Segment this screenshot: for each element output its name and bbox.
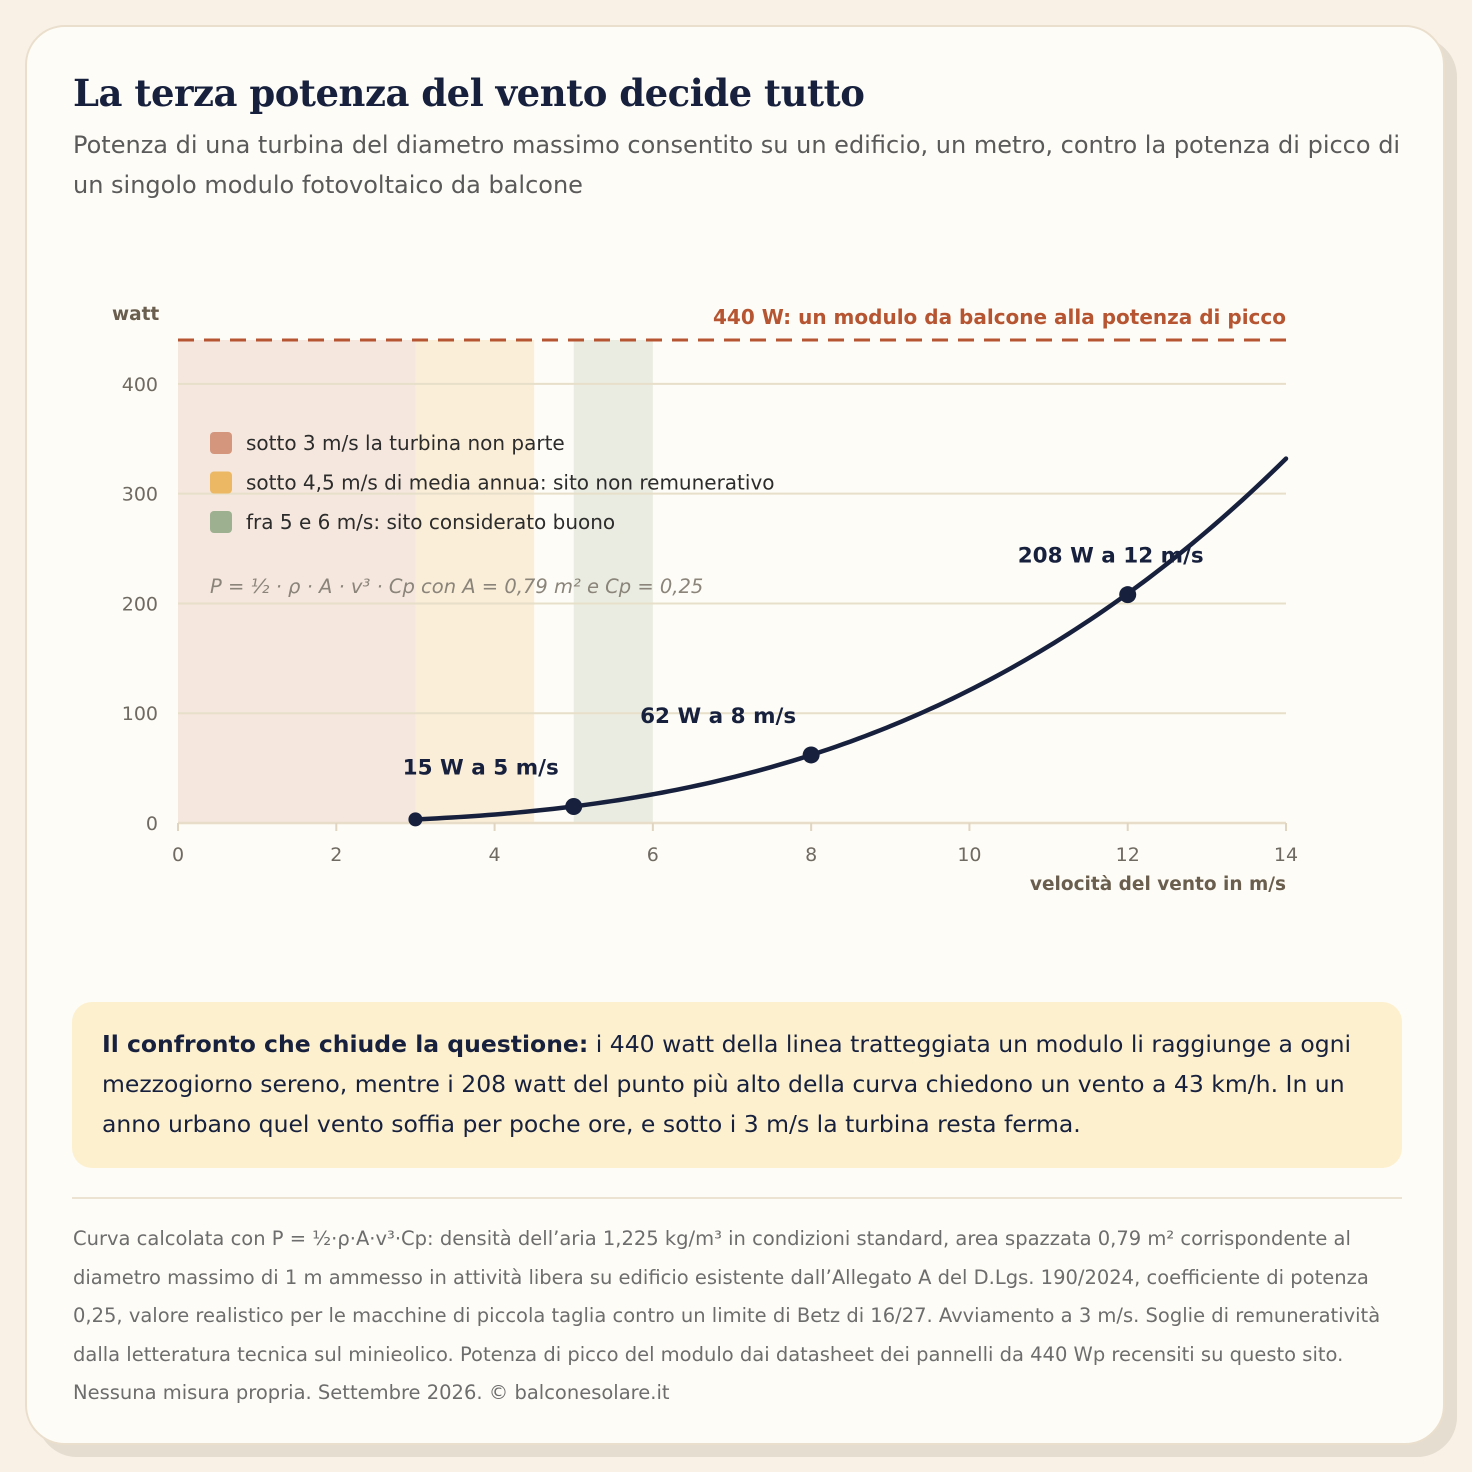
chart-card: La terza potenza del vento decide tutto … [25,25,1445,1445]
x-tick-label-6: 12 [1116,844,1140,866]
x-tick-label-0: 0 [172,844,184,866]
band-0 [178,340,416,823]
legend-swatch-2 [210,511,232,533]
data-label-2: 62 W a 8 m/s [640,704,796,729]
legend-label-2: fra 5 e 6 m/s: sito considerato buono [246,510,615,534]
y-tick-label-3: 300 [122,484,158,506]
data-point-1 [565,798,583,816]
data-point-0 [408,812,423,827]
data-label-1: 15 W a 5 m/s [403,756,559,781]
legend-swatch-0 [210,432,232,454]
legend-label-1: sotto 4,5 m/s di media annua: sito non r… [246,471,775,495]
y-tick-label-4: 400 [122,374,158,396]
y-tick-label-1: 100 [122,703,158,725]
band-1 [415,340,535,823]
callout-text: i 440 watt della linea tratteggiata un m… [102,1030,1352,1138]
x-tick-label-2: 4 [489,844,501,866]
x-tick-label-3: 6 [647,844,659,866]
data-point-3 [1119,586,1137,604]
divider [72,1197,1402,1199]
wind-power-chart: 0 2 4 6 8 10 12 14 0 100 200 300 400 watt velocità del… [112,304,1298,895]
comparison-callout: Il confronto che chiude la questione: i … [72,1002,1402,1168]
legend-label-0: sotto 3 m/s la turbina non parte [246,431,565,455]
y-tick-label-2: 200 [122,593,158,615]
x-tick-label-7: 14 [1274,844,1298,866]
power-curve [413,456,1289,822]
methodology-note: Curva calcolata con P = ½·ρ·A·v³·Cp: den… [73,1227,1381,1404]
y-axis-label: watt [112,304,159,325]
formula-annotation: P = ½ · ρ · A · v³ · Cp con A = 0,79 m² … [210,575,703,598]
chart-subtitle: Potenza di una turbina del diametro mass… [73,131,1401,199]
reference-line-label: 440 W: un modulo da balcone alla potenza… [713,305,1286,329]
x-tick-label-4: 8 [805,844,817,866]
y-tick-label-0: 0 [146,813,158,835]
data-point-2 [802,746,820,764]
callout-lead: Il confronto che chiude la questione: [102,1030,589,1058]
data-label-3: 208 W a 12 m/s [1018,544,1204,569]
x-tick-label-1: 2 [330,844,342,866]
band-2 [573,340,653,823]
x-axis-label: velocità del vento in m/s [1030,874,1286,895]
chart-title: La terza potenza del vento decide tutto [73,71,865,115]
legend-swatch-1 [210,471,232,494]
x-tick-label-5: 10 [957,844,981,866]
